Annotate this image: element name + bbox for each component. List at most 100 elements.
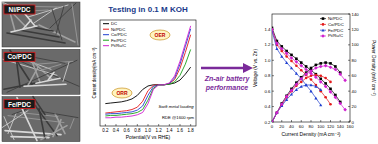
y-axis-label: Current density(mA cm⁻²) <box>92 47 97 99</box>
point <box>295 57 298 60</box>
sem-label: Fe/PDC <box>8 101 31 108</box>
voltage-line <box>272 28 340 102</box>
x-tick-label: 140 <box>337 124 345 129</box>
y-tick-label: 1.0 <box>265 58 272 63</box>
label-line: performance <box>205 84 249 92</box>
legend-swatch <box>103 23 109 24</box>
x-tick <box>340 120 341 122</box>
sem-label: Co/PDC <box>7 53 32 60</box>
y2-tick-label: 120 <box>352 27 360 32</box>
sem-texture <box>41 126 67 140</box>
point <box>310 67 313 70</box>
x-axis-label: Current Density (mA cm⁻²) <box>281 131 340 137</box>
point <box>285 61 288 64</box>
legend-marker <box>322 17 325 20</box>
x-tick-label: 120 <box>327 124 335 129</box>
x-tick <box>137 124 138 126</box>
sem-texture <box>11 26 37 32</box>
sem-background <box>2 97 80 142</box>
y-tick-label: 0.6 <box>265 89 272 94</box>
sem-texture <box>24 84 66 86</box>
point <box>343 108 347 112</box>
point <box>329 90 333 94</box>
x-axis-label: Potential(V vs RHE) <box>126 134 171 140</box>
point <box>304 68 308 72</box>
point <box>290 66 293 69</box>
legend-label: Co/PDC <box>328 22 344 27</box>
series-line <box>105 35 190 113</box>
point <box>324 61 327 64</box>
legend-swatch <box>103 45 109 46</box>
sem-texture <box>42 112 78 118</box>
y2-tick <box>348 14 350 15</box>
sem-image: Co/PDC <box>2 49 80 94</box>
point <box>272 28 273 31</box>
sem-background <box>2 49 80 94</box>
legend-marker <box>322 23 325 26</box>
point <box>275 41 279 45</box>
power-line <box>272 66 345 122</box>
x-tick <box>148 124 149 126</box>
sem-image: Fe/PDC <box>2 97 80 142</box>
y-tick-label: 0.4 <box>265 104 272 109</box>
sem-texture <box>7 33 65 43</box>
point <box>280 55 283 58</box>
sem-texture <box>8 116 64 123</box>
point <box>329 103 332 106</box>
point <box>334 65 337 68</box>
x-tick <box>281 120 282 122</box>
x-tick <box>311 120 312 122</box>
x-tick-label: 20 <box>279 124 284 129</box>
x-tick <box>291 120 292 122</box>
x-tick-label: 1.6 <box>177 128 184 133</box>
point <box>295 60 299 64</box>
point <box>272 120 274 122</box>
legend-marker <box>321 29 324 32</box>
annotation: RDE @1600 rpm <box>162 115 194 120</box>
point <box>319 80 323 84</box>
x-tick-label: 100 <box>317 124 325 129</box>
y-tick <box>272 91 274 92</box>
y2-tick-label: 20 <box>352 104 357 109</box>
sem-texture <box>72 4 78 45</box>
point <box>334 95 338 99</box>
x-tick <box>330 120 331 122</box>
battery-chart: 0204060801001201401600.20.40.60.81.01.21… <box>253 12 376 138</box>
legend-label: DC <box>111 21 117 26</box>
voltage-line <box>272 29 345 109</box>
point <box>338 72 342 76</box>
arrow-label: Zn-air batteryperformance <box>204 75 251 92</box>
point <box>275 111 278 114</box>
point <box>319 74 322 77</box>
point <box>329 62 332 65</box>
point <box>315 64 318 67</box>
point <box>285 55 288 58</box>
y2-tick-label: 40 <box>352 89 357 94</box>
legend-label: Pt/Ru/C <box>111 43 126 48</box>
x-tick-label: 1.0 <box>145 128 152 133</box>
point <box>309 90 312 93</box>
point <box>290 56 294 60</box>
x-tick-label: 0.2 <box>102 128 109 133</box>
point <box>290 60 293 63</box>
y2-tick <box>348 44 350 45</box>
y-tick <box>272 44 274 45</box>
y-tick-label: 0.8 <box>265 73 272 78</box>
x-tick-label: 0.8 <box>134 128 141 133</box>
x-tick-label: 1.4 <box>166 128 173 133</box>
point <box>275 47 278 50</box>
y2-tick-label: 100 <box>352 42 360 47</box>
x-tick-label: 0 <box>271 124 274 129</box>
point <box>295 88 298 91</box>
point <box>315 73 318 76</box>
y2-tick <box>348 75 350 76</box>
x-tick-label: 1.2 <box>156 128 163 133</box>
point <box>324 82 327 85</box>
x-tick <box>105 124 106 126</box>
power-line <box>272 75 331 122</box>
point <box>272 28 274 32</box>
annotation: Swift metal loading <box>158 104 194 109</box>
y-tick <box>272 106 274 107</box>
y2-tick <box>348 91 350 92</box>
annotation: ORR <box>116 90 128 96</box>
